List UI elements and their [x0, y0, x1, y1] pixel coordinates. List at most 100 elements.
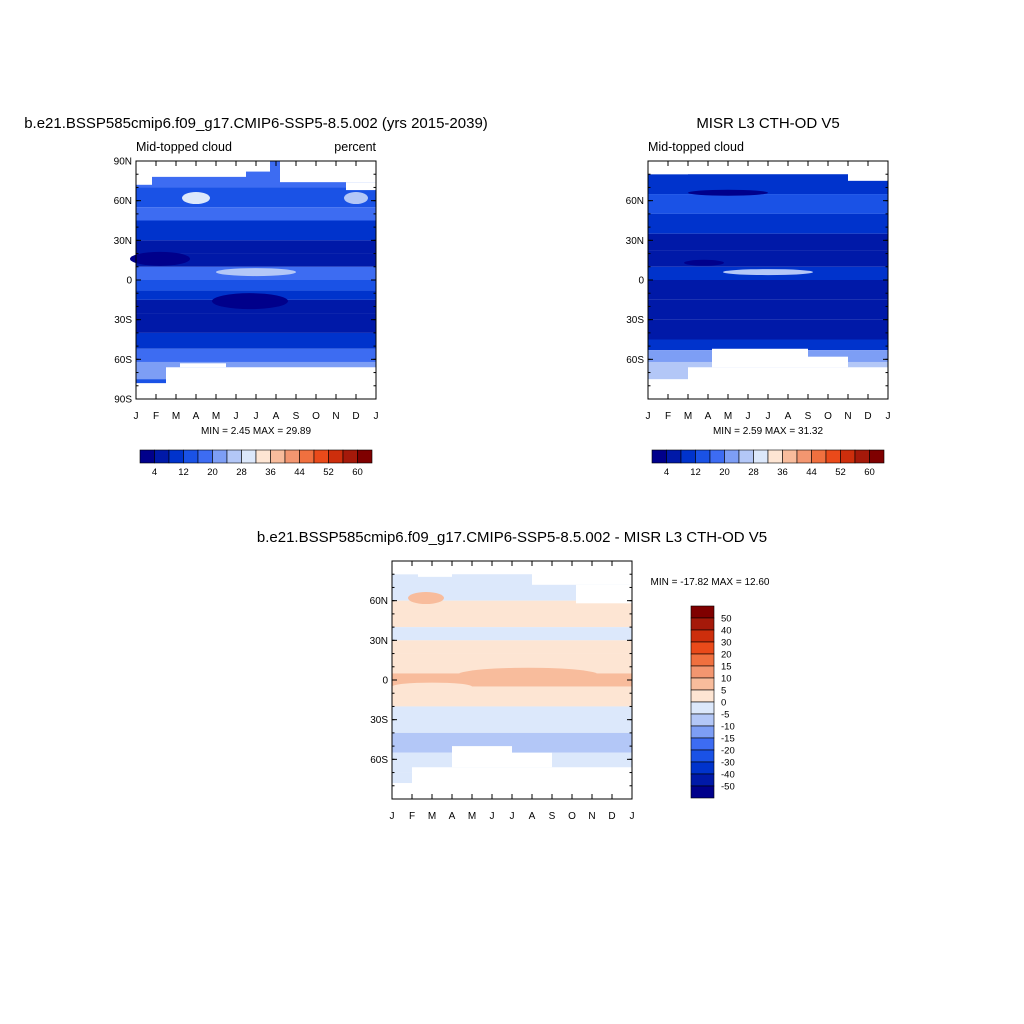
- x-tick-label: J: [766, 411, 771, 422]
- colorbar-box: [753, 449, 769, 464]
- field-band-1: [136, 187, 376, 208]
- field-feature-2: [182, 192, 210, 205]
- colorbar-box: [811, 449, 827, 464]
- panel-obs-stats: MIN = 2.59 MAX = 31.32: [713, 426, 823, 437]
- y-tick-label: 90S: [114, 395, 132, 406]
- x-tick-label: J: [134, 411, 139, 422]
- x-tick-label: S: [293, 411, 300, 422]
- colorbar-box: [825, 449, 841, 464]
- missing-data-5: [712, 348, 808, 368]
- colorbar-box: [738, 449, 754, 464]
- x-tick-label: F: [409, 811, 415, 822]
- field-feature-4: [344, 192, 368, 205]
- field-feature-2: [458, 667, 598, 682]
- missing-data-6: [452, 746, 512, 768]
- colorbar-box: [690, 773, 715, 787]
- field-feature-1: [212, 293, 288, 310]
- colorbar-box: [284, 449, 300, 464]
- colorbar-label: 20: [721, 650, 732, 661]
- x-tick-label: J: [234, 411, 239, 422]
- colorbar-label: -5: [721, 710, 729, 721]
- x-tick-label: D: [608, 811, 615, 822]
- colorbar-label: 20: [207, 467, 218, 478]
- x-tick-label: M: [212, 411, 220, 422]
- y-tick-label: 0: [382, 676, 388, 687]
- missing-data-5: [412, 767, 632, 799]
- x-tick-label: F: [665, 411, 671, 422]
- missing-data-7: [180, 363, 226, 368]
- colorbar-box: [869, 449, 885, 464]
- missing-data-3: [532, 561, 632, 585]
- field-band-7: [648, 299, 888, 320]
- field-band-6: [392, 686, 632, 707]
- panel-model-stats: MIN = 2.45 MAX = 29.89: [201, 426, 311, 437]
- colorbar-label: 44: [806, 467, 817, 478]
- x-tick-label: M: [724, 411, 732, 422]
- field-band-2: [392, 627, 632, 641]
- missing-data-4: [576, 584, 632, 604]
- y-tick-label: 60S: [626, 355, 644, 366]
- colorbar-box: [270, 449, 286, 464]
- missing-data-1: [418, 561, 452, 577]
- y-tick-label: 60N: [114, 196, 132, 207]
- panel-model-units-label: percent: [334, 140, 376, 154]
- colorbar-label: 50: [721, 614, 732, 625]
- panel-obs-left-label: Mid-topped cloud: [648, 140, 744, 154]
- field-band-0: [648, 174, 888, 195]
- colorbar-box: [690, 725, 715, 739]
- field-band-6: [648, 280, 888, 300]
- colorbar-box: [690, 653, 715, 667]
- colorbar-box: [796, 449, 812, 464]
- missing-data-6: [808, 356, 848, 368]
- colorbar-box: [342, 449, 358, 464]
- field-band-10: [136, 313, 376, 333]
- missing-data-8: [392, 783, 412, 799]
- panel-model-colorbar: 4 12 20 28 36 44 52 60: [139, 449, 373, 478]
- field-band-2: [648, 213, 888, 234]
- field-feature-0: [408, 592, 444, 605]
- colorbar-box: [690, 701, 715, 715]
- field-band-7: [136, 280, 376, 291]
- y-tick-label: 60N: [370, 596, 388, 607]
- colorbar-box: [690, 749, 715, 763]
- colorbar-box: [357, 449, 373, 464]
- colorbar-label: 52: [835, 467, 846, 478]
- field-band-5: [136, 253, 376, 267]
- missing-data-0: [392, 561, 418, 575]
- field-band-2: [136, 207, 376, 221]
- colorbar-box: [690, 677, 715, 691]
- colorbar-label: -20: [721, 746, 735, 757]
- field-band-7: [392, 706, 632, 733]
- missing-data-4: [346, 182, 376, 191]
- colorbar-box: [840, 449, 856, 464]
- panel-diff-field: [392, 561, 632, 799]
- x-tick-label: J: [490, 811, 495, 822]
- colorbar-label: 4: [152, 467, 157, 478]
- y-tick-label: 30N: [626, 236, 644, 247]
- x-tick-label: M: [468, 811, 476, 822]
- missing-data-5: [166, 367, 376, 399]
- x-tick-label: J: [646, 411, 651, 422]
- colorbar-box: [139, 449, 155, 464]
- x-tick-label: N: [844, 411, 851, 422]
- colorbar-label: -15: [721, 734, 735, 745]
- colorbar-box: [690, 629, 715, 643]
- colorbar-box: [255, 449, 271, 464]
- colorbar-label: 5: [721, 686, 726, 697]
- colorbar-box: [690, 689, 715, 703]
- x-tick-label: M: [684, 411, 692, 422]
- missing-data-3: [280, 161, 376, 183]
- colorbar-box: [212, 449, 228, 464]
- y-tick-label: 0: [126, 276, 132, 287]
- field-feature-0: [130, 251, 190, 266]
- colorbar-label: -10: [721, 722, 735, 733]
- field-band-8: [648, 319, 888, 340]
- x-tick-label: N: [588, 811, 595, 822]
- x-tick-label: A: [705, 411, 712, 422]
- colorbar-label: -50: [721, 782, 735, 793]
- colorbar-box: [782, 449, 798, 464]
- field-band-3: [648, 233, 888, 251]
- colorbar-label: 15: [721, 662, 732, 673]
